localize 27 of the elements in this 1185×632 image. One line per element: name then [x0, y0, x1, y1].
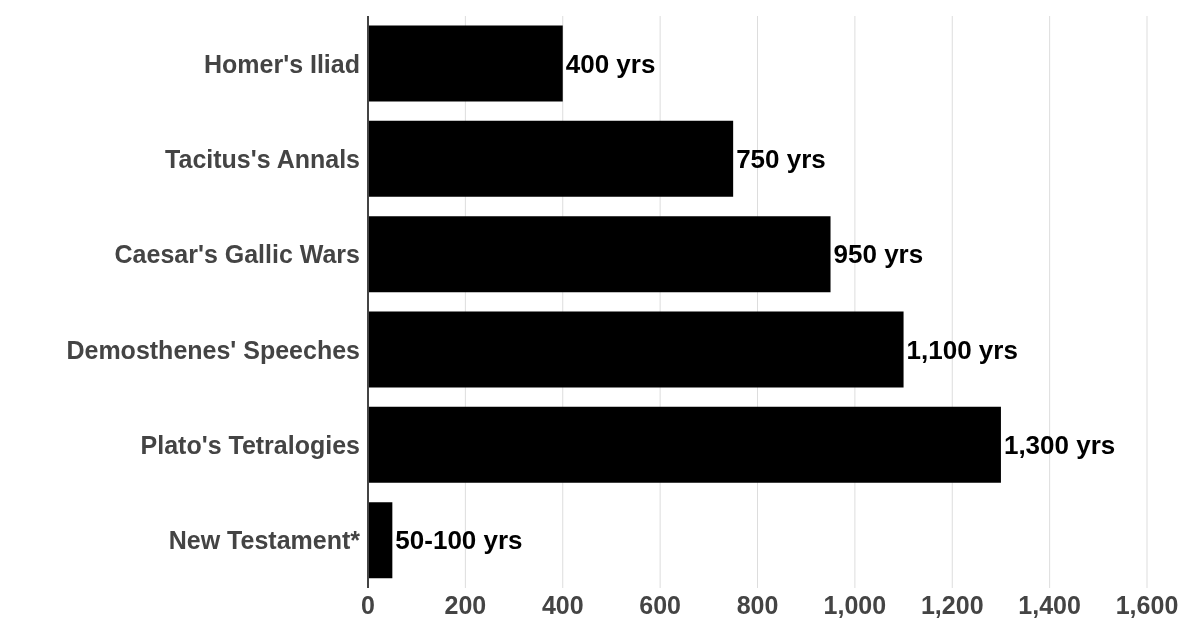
data-label: 950 yrs — [833, 239, 924, 270]
y-tick-label: Plato's Tetralogies — [140, 430, 360, 459]
y-tick-label: Homer's Iliad — [204, 49, 360, 78]
x-tick-label: 1,200 — [920, 590, 984, 619]
y-tick-label: New Testament* — [168, 526, 361, 555]
bar — [368, 311, 904, 388]
y-tick-label: Caesar's Gallic Wars — [114, 240, 360, 269]
x-tick-label: 1,400 — [1018, 590, 1081, 619]
data-label: 1,300 yrs — [1003, 430, 1116, 461]
bar — [368, 120, 734, 197]
y-tick-label: Tacitus's Annals — [165, 144, 360, 173]
bar — [368, 502, 393, 579]
y-tick-label: Demosthenes' Speeches — [66, 335, 360, 364]
x-tick-label: 400 — [541, 590, 584, 619]
data-label: 1,100 yrs — [906, 334, 1018, 365]
x-tick-label: 600 — [639, 590, 681, 619]
data-label: 400 yrs — [565, 48, 656, 79]
x-tick-label: 1,600 — [1115, 590, 1179, 619]
x-tick-label: 0 — [361, 590, 375, 619]
x-tick-label: 800 — [736, 590, 779, 619]
data-label: 750 yrs — [736, 144, 826, 175]
bar — [368, 216, 831, 293]
bar — [368, 406, 1001, 483]
data-label: 50-100 yrs — [395, 525, 523, 556]
bar — [368, 25, 563, 102]
x-tick-label: 1,000 — [823, 590, 887, 619]
x-tick-label: 200 — [444, 590, 487, 619]
